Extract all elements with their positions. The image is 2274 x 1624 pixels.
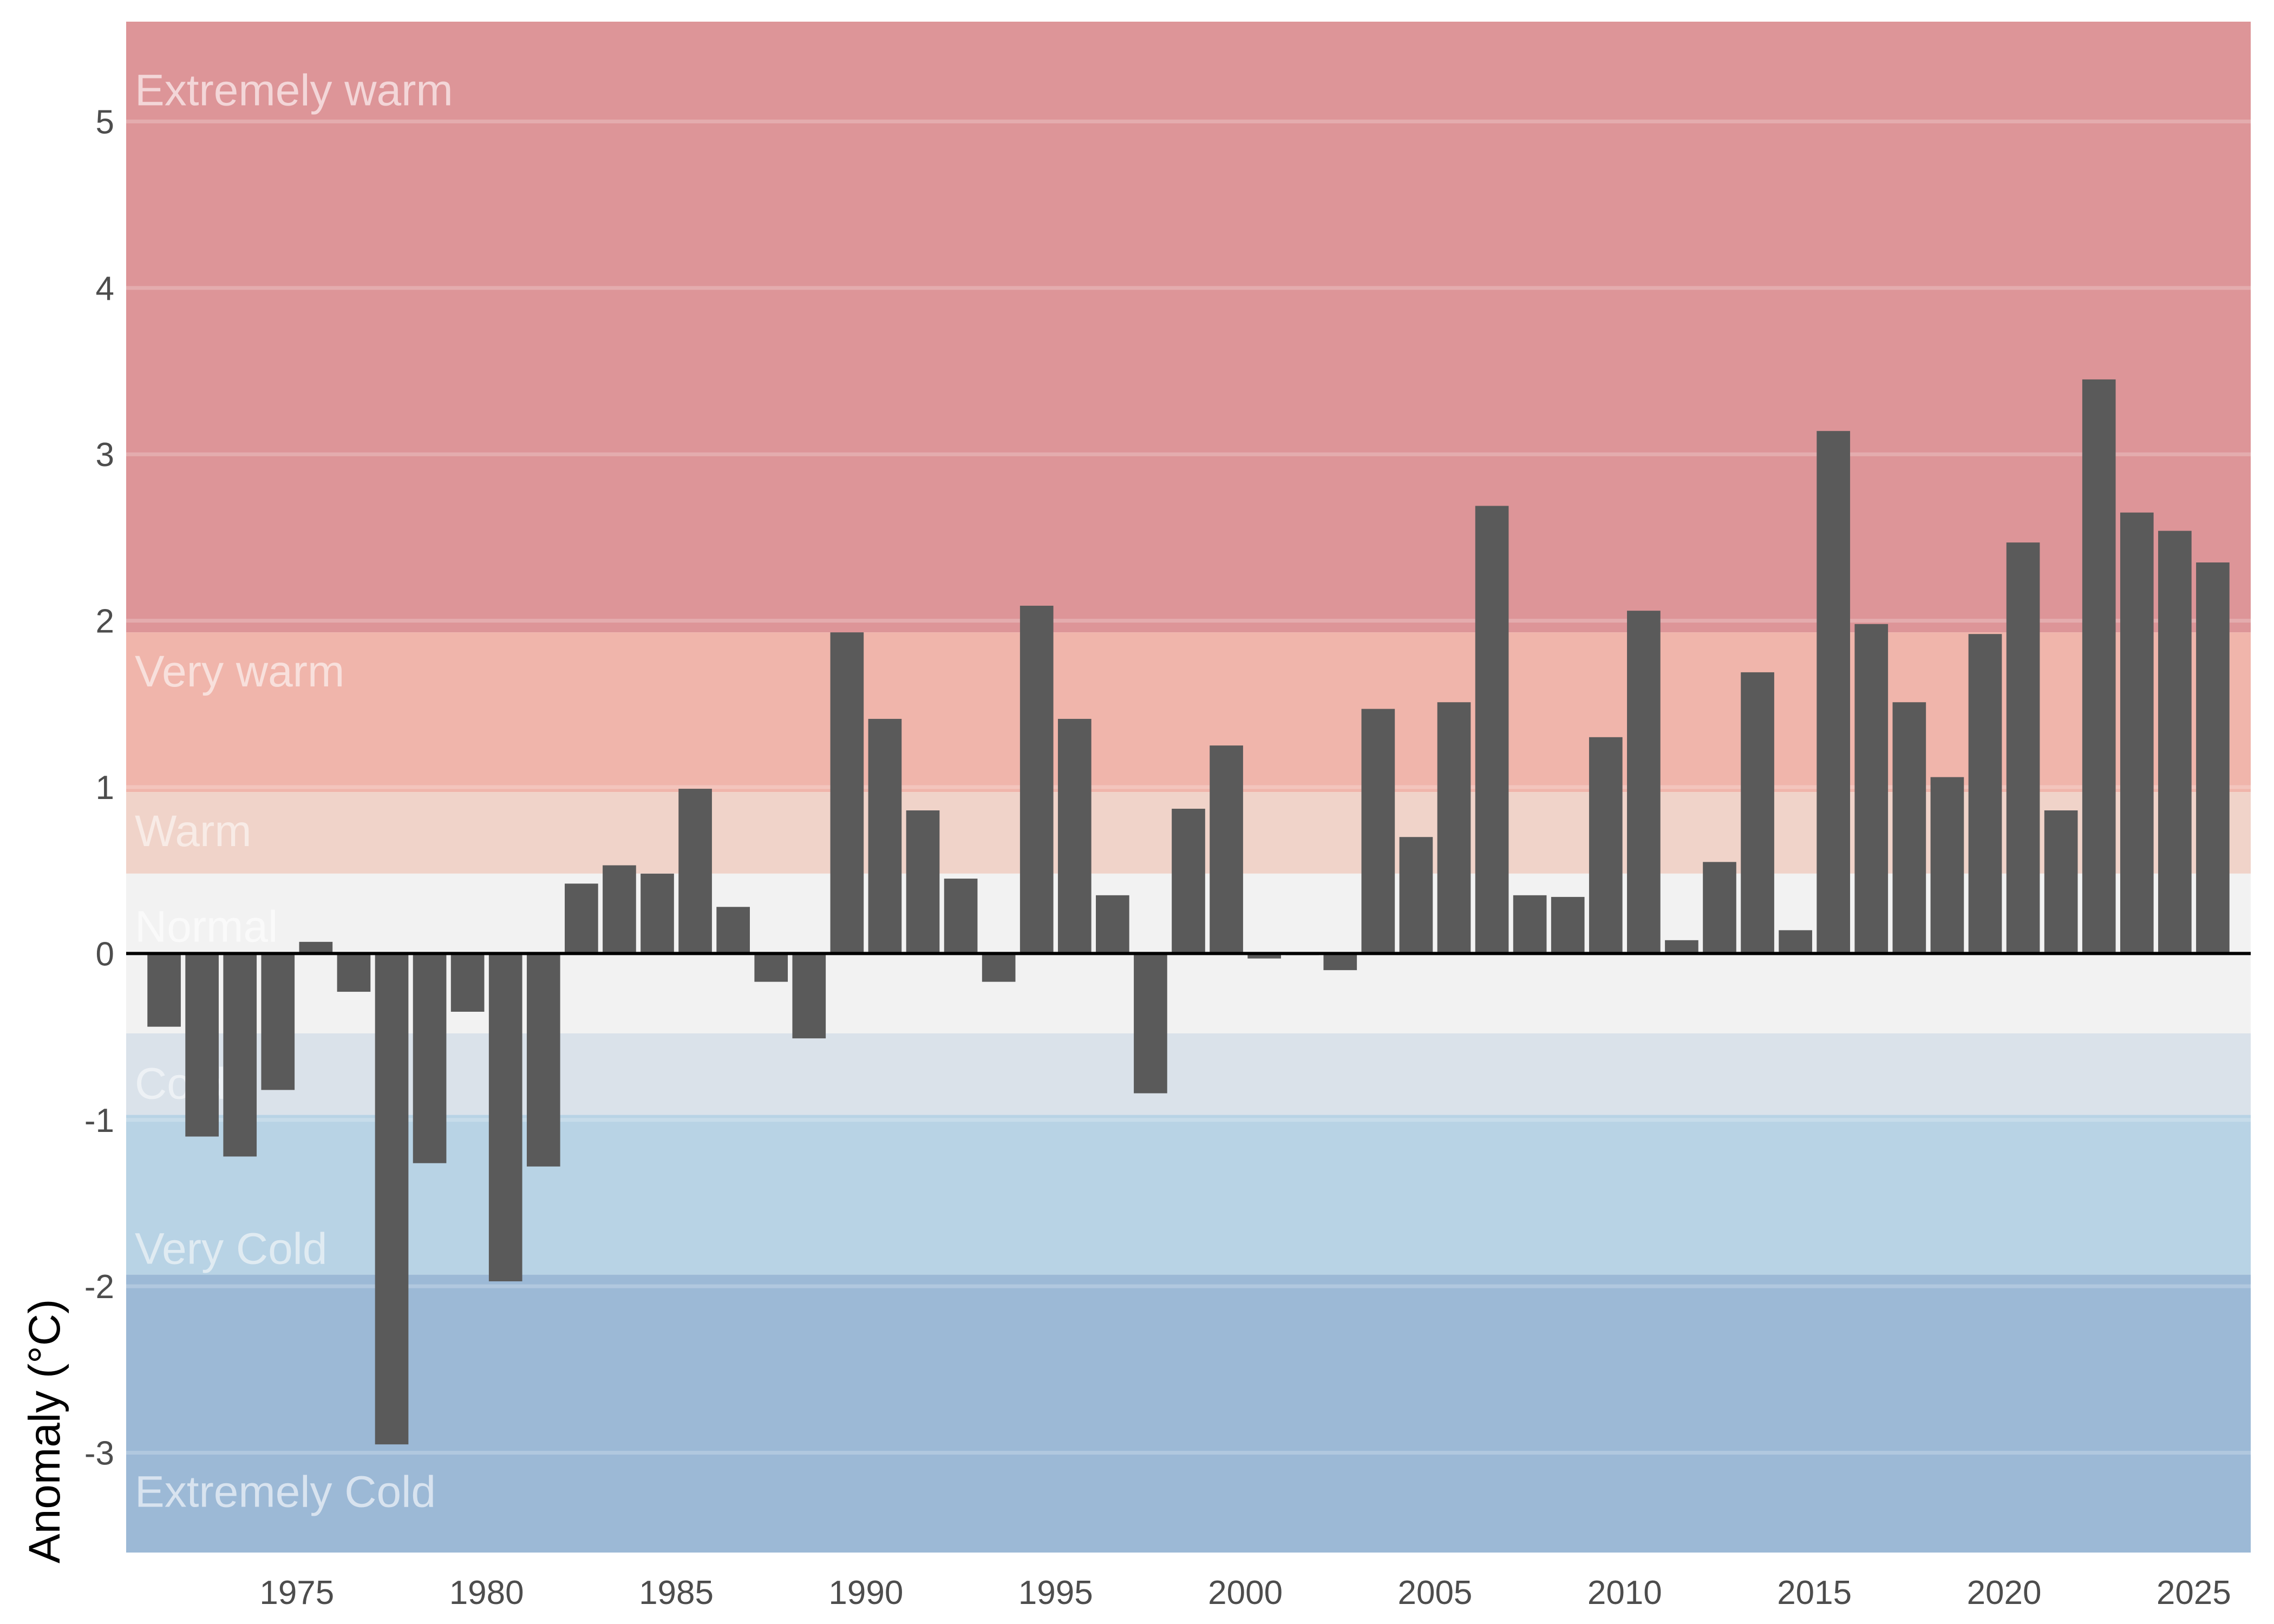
bar-1991 (906, 810, 940, 954)
band-extremely-warm (126, 22, 2251, 633)
bar-1975 (299, 941, 333, 954)
x-tick-label: 2015 (1777, 1574, 1852, 1612)
bar-1995 (1057, 718, 1092, 954)
y-tick-label: 0 (96, 935, 114, 973)
x-tick-label: 1990 (828, 1574, 903, 1612)
bar-2022 (2082, 379, 2116, 954)
bar-2010 (1627, 611, 1661, 954)
bar-1987 (754, 953, 788, 982)
bar-2021 (2044, 810, 2078, 954)
y-axis-ticks: -3 -2 -1 0 1 2 3 4 5 (84, 103, 114, 1472)
band-label-warm: Warm (135, 807, 252, 856)
bar-1973 (223, 953, 257, 1157)
y-tick-label: 2 (96, 603, 114, 640)
bar-2002 (1323, 953, 1357, 971)
bar-2009 (1589, 737, 1623, 954)
x-tick-label: 2025 (2157, 1574, 2231, 1612)
y-tick-label: -3 (84, 1435, 114, 1472)
band-extremely-cold (126, 1274, 2251, 1553)
band-label-very-warm: Very warm (135, 647, 344, 696)
bar-1971 (147, 953, 181, 1027)
x-tick-label: 1980 (449, 1574, 524, 1612)
band-label-extremely-cold: Extremely Cold (135, 1468, 436, 1517)
band-cold (126, 1033, 2251, 1115)
bar-1989 (830, 632, 864, 954)
bar-1977 (375, 953, 409, 1445)
band-label-very-cold: Very Cold (135, 1224, 328, 1274)
bar-1981 (526, 953, 560, 1167)
bars (147, 379, 2230, 1445)
band-label-normal: Normal (135, 902, 278, 951)
x-tick-label: 2000 (1208, 1574, 1283, 1612)
bar-1996 (1096, 895, 1129, 954)
bar-2025 (2196, 562, 2230, 954)
bar-2012 (1703, 862, 1736, 954)
y-axis-title: Anomaly (°C) (20, 1299, 69, 1563)
bar-1983 (603, 865, 636, 954)
bar-2017 (1892, 702, 1926, 954)
bar-2019 (1968, 634, 2002, 954)
bar-1974 (261, 953, 295, 1090)
x-tick-label: 1995 (1018, 1574, 1093, 1612)
bar-2007 (1513, 895, 1547, 954)
bar-2020 (2006, 542, 2040, 954)
bar-1994 (1020, 605, 1054, 954)
x-axis-ticks: 1975 1980 1985 1990 1995 2000 2005 2010 2015 2020… (259, 1574, 2231, 1612)
bar-2003 (1361, 709, 1395, 954)
bar-2006 (1475, 506, 1509, 954)
y-tick-label: -1 (84, 1102, 114, 1140)
bar-2013 (1741, 672, 1774, 954)
bar-2023 (2120, 512, 2154, 954)
x-tick-label: 1985 (639, 1574, 714, 1612)
bar-1985 (678, 789, 712, 954)
bar-2005 (1437, 702, 1471, 954)
bar-1982 (565, 883, 598, 954)
bar-2015 (1816, 431, 1851, 954)
y-tick-label: -2 (84, 1268, 114, 1306)
bar-2000 (1247, 953, 1281, 959)
x-tick-label: 2010 (1587, 1574, 1662, 1612)
bar-1986 (716, 907, 750, 954)
bar-2016 (1854, 624, 1889, 954)
bar-2008 (1551, 896, 1585, 954)
band-very-warm (126, 632, 2251, 793)
bar-1980 (488, 953, 522, 1281)
x-tick-label: 2005 (1397, 1574, 1472, 1612)
x-tick-label: 1975 (259, 1574, 334, 1612)
band-very-cold (126, 1115, 2251, 1275)
bar-1992 (944, 879, 978, 954)
y-tick-label: 1 (96, 769, 114, 807)
bar-2024 (2158, 531, 2192, 954)
x-tick-label: 2020 (1967, 1574, 2042, 1612)
y-tick-label: 3 (96, 436, 114, 474)
band-label-extremely-warm: Extremely warm (135, 66, 453, 115)
bar-1979 (450, 953, 485, 1012)
bar-1976 (337, 953, 371, 992)
bar-2018 (1930, 777, 1964, 954)
bar-1988 (792, 953, 826, 1039)
bar-1978 (413, 953, 447, 1163)
bar-2011 (1665, 940, 1698, 954)
bar-1999 (1210, 745, 1243, 954)
bar-1990 (868, 718, 902, 954)
bar-1972 (185, 953, 219, 1137)
bar-1993 (982, 953, 1016, 982)
bar-1984 (641, 873, 674, 954)
y-tick-label: 5 (96, 103, 114, 141)
y-tick-label: 4 (96, 270, 114, 307)
bar-1997 (1134, 953, 1167, 1093)
bar-2004 (1399, 837, 1433, 954)
bar-1998 (1172, 808, 1205, 954)
bar-2014 (1779, 930, 1812, 954)
